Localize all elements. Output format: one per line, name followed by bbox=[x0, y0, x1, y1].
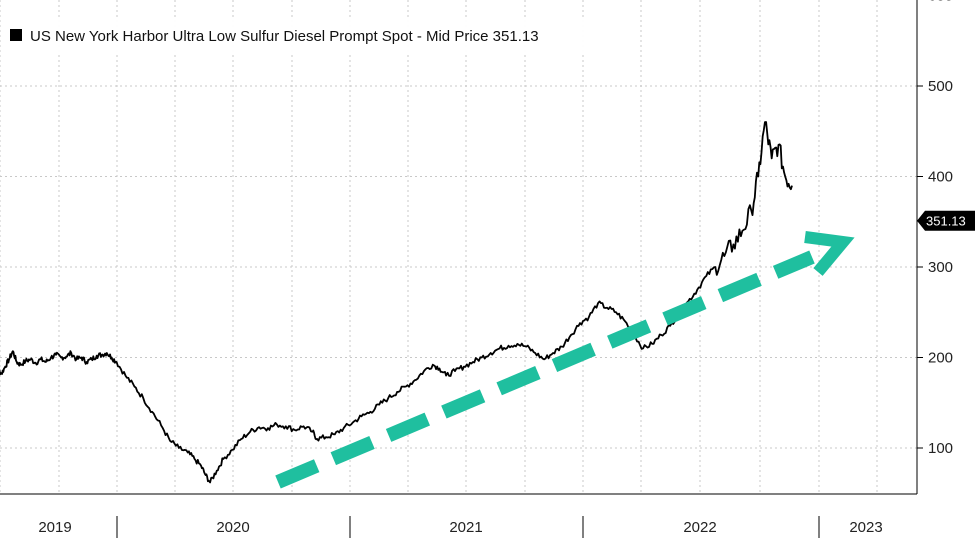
legend-background bbox=[4, 20, 620, 52]
trend-arrow-shaft bbox=[275, 250, 815, 489]
series-layer bbox=[0, 121, 793, 484]
last-value-text: 351.13 bbox=[926, 214, 966, 229]
last-value-tag bbox=[917, 210, 975, 231]
chart-title: US New York Harbor Ultra Low Sulfur Dies… bbox=[30, 28, 539, 45]
x-axis-ticks: 2019 2020 2021 2022 2023 bbox=[38, 516, 883, 538]
y-tick-label: 500 bbox=[928, 78, 953, 95]
x-tick-label: 2023 bbox=[849, 519, 882, 536]
y-tick-label: 100 bbox=[928, 440, 953, 457]
y-tick-label: 600 bbox=[928, 0, 953, 5]
x-tick-label: 2022 bbox=[683, 519, 716, 536]
legend-swatch bbox=[10, 29, 22, 41]
trend-arrow-head bbox=[804, 231, 855, 276]
y-axis-ticks: 100 200 300 400 500 600 bbox=[917, 0, 953, 457]
price-line bbox=[0, 121, 793, 484]
legend: US New York Harbor Ultra Low Sulfur Dies… bbox=[4, 20, 620, 52]
x-tick-label: 2019 bbox=[38, 519, 71, 536]
gridlines bbox=[0, 0, 917, 494]
trend-arrow bbox=[275, 231, 855, 489]
y-tick-label: 400 bbox=[928, 169, 953, 186]
x-tick-label: 2021 bbox=[449, 519, 482, 536]
y-tick-label: 200 bbox=[928, 350, 953, 367]
x-tick-label: 2020 bbox=[216, 519, 249, 536]
y-tick-label: 300 bbox=[928, 259, 953, 276]
last-value-label: 351.13 bbox=[917, 210, 975, 231]
